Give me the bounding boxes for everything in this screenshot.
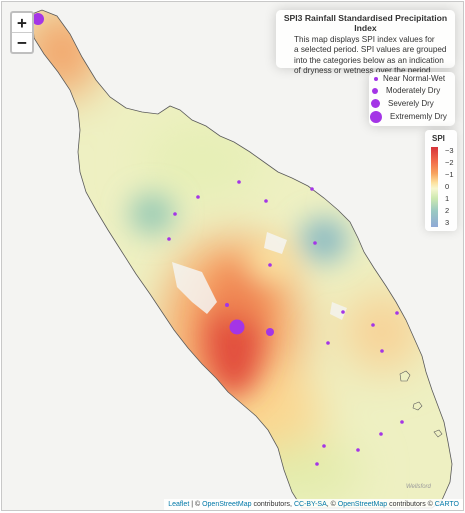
attribution-text: contributors, — [251, 501, 294, 508]
station-marker[interactable] — [237, 180, 241, 184]
station-marker[interactable] — [341, 310, 345, 314]
station-marker[interactable] — [356, 448, 360, 452]
info-panel: SPI3 Rainfall Standardised Precipitation… — [276, 10, 455, 75]
zoom-out-button[interactable]: − — [12, 32, 32, 52]
place-label: Wellsford — [406, 484, 431, 490]
station-marker[interactable] — [229, 319, 245, 335]
osm-link[interactable]: OpenStreetMap — [202, 501, 252, 508]
station-markers — [32, 13, 404, 466]
station-marker[interactable] — [264, 199, 268, 203]
spi-tick: 0 — [445, 182, 450, 191]
station-marker[interactable] — [395, 311, 399, 315]
station-marker[interactable] — [225, 303, 229, 307]
islands — [399, 370, 443, 438]
info-line: a selected period. SPI values are groupe… — [294, 45, 447, 55]
station-marker[interactable] — [196, 195, 200, 199]
station-marker[interactable] — [371, 323, 375, 327]
osm-link[interactable]: OpenStreetMap — [337, 501, 388, 508]
station-marker[interactable] — [315, 462, 319, 466]
carto-link[interactable]: CARTO — [434, 501, 459, 508]
station-marker[interactable] — [310, 187, 314, 191]
info-line: into the categories below as an indicati… — [294, 55, 444, 65]
station-marker[interactable] — [380, 349, 384, 353]
station-marker[interactable] — [322, 444, 326, 448]
legend-item: Near Normal-Wet — [383, 74, 446, 83]
attribution-text: , © — [326, 501, 338, 508]
spi-legend-title: SPI — [432, 134, 445, 143]
cc-by-sa-link[interactable]: CC-BY-SA — [293, 501, 327, 508]
info-line: of dryness or wetness over the period. — [294, 66, 433, 76]
spi-legend: SPI −3 −2 −1 0 1 2 3 — [425, 130, 457, 231]
spi-tick: 2 — [445, 206, 450, 215]
station-marker[interactable] — [266, 328, 274, 336]
info-line: This map displays SPI index values for — [294, 34, 435, 44]
legend-marker-medium — [372, 88, 378, 94]
station-marker[interactable] — [326, 341, 330, 345]
spi-tick: −3 — [445, 146, 454, 155]
station-marker[interactable] — [173, 212, 177, 216]
legend-marker-xlarge — [370, 111, 382, 123]
zoom-control: + − — [10, 11, 34, 54]
legend-item: Severely Dry — [388, 99, 434, 108]
station-marker[interactable] — [167, 237, 171, 241]
attribution: Leaflet | © OpenStreetMap contributors, … — [164, 499, 463, 510]
station-marker[interactable] — [400, 420, 404, 424]
info-title: SPI3 Rainfall Standardised Precipitation… — [283, 13, 448, 34]
coastline — [31, 9, 453, 509]
legend-item: Moderately Dry — [386, 86, 441, 95]
spi-color-ramp — [431, 147, 438, 227]
category-legend: Near Normal-Wet Moderately Dry Severely … — [369, 72, 455, 126]
legend-item: Extrememly Dry — [390, 112, 447, 121]
legend-marker-large — [371, 99, 380, 108]
spi-tick: −2 — [445, 158, 454, 167]
spi-tick: 1 — [445, 194, 450, 203]
spi-tick: −1 — [445, 170, 454, 179]
station-marker[interactable] — [268, 263, 272, 267]
attribution-text: contributors © — [387, 501, 435, 508]
station-marker[interactable] — [32, 13, 44, 25]
station-marker[interactable] — [313, 241, 317, 245]
station-marker[interactable] — [379, 432, 383, 436]
spi-tick: 3 — [445, 218, 450, 227]
zoom-in-button[interactable]: + — [17, 13, 27, 32]
attribution-text: | © — [189, 501, 203, 508]
leaflet-link[interactable]: Leaflet — [168, 501, 190, 508]
legend-marker-small — [374, 77, 378, 81]
